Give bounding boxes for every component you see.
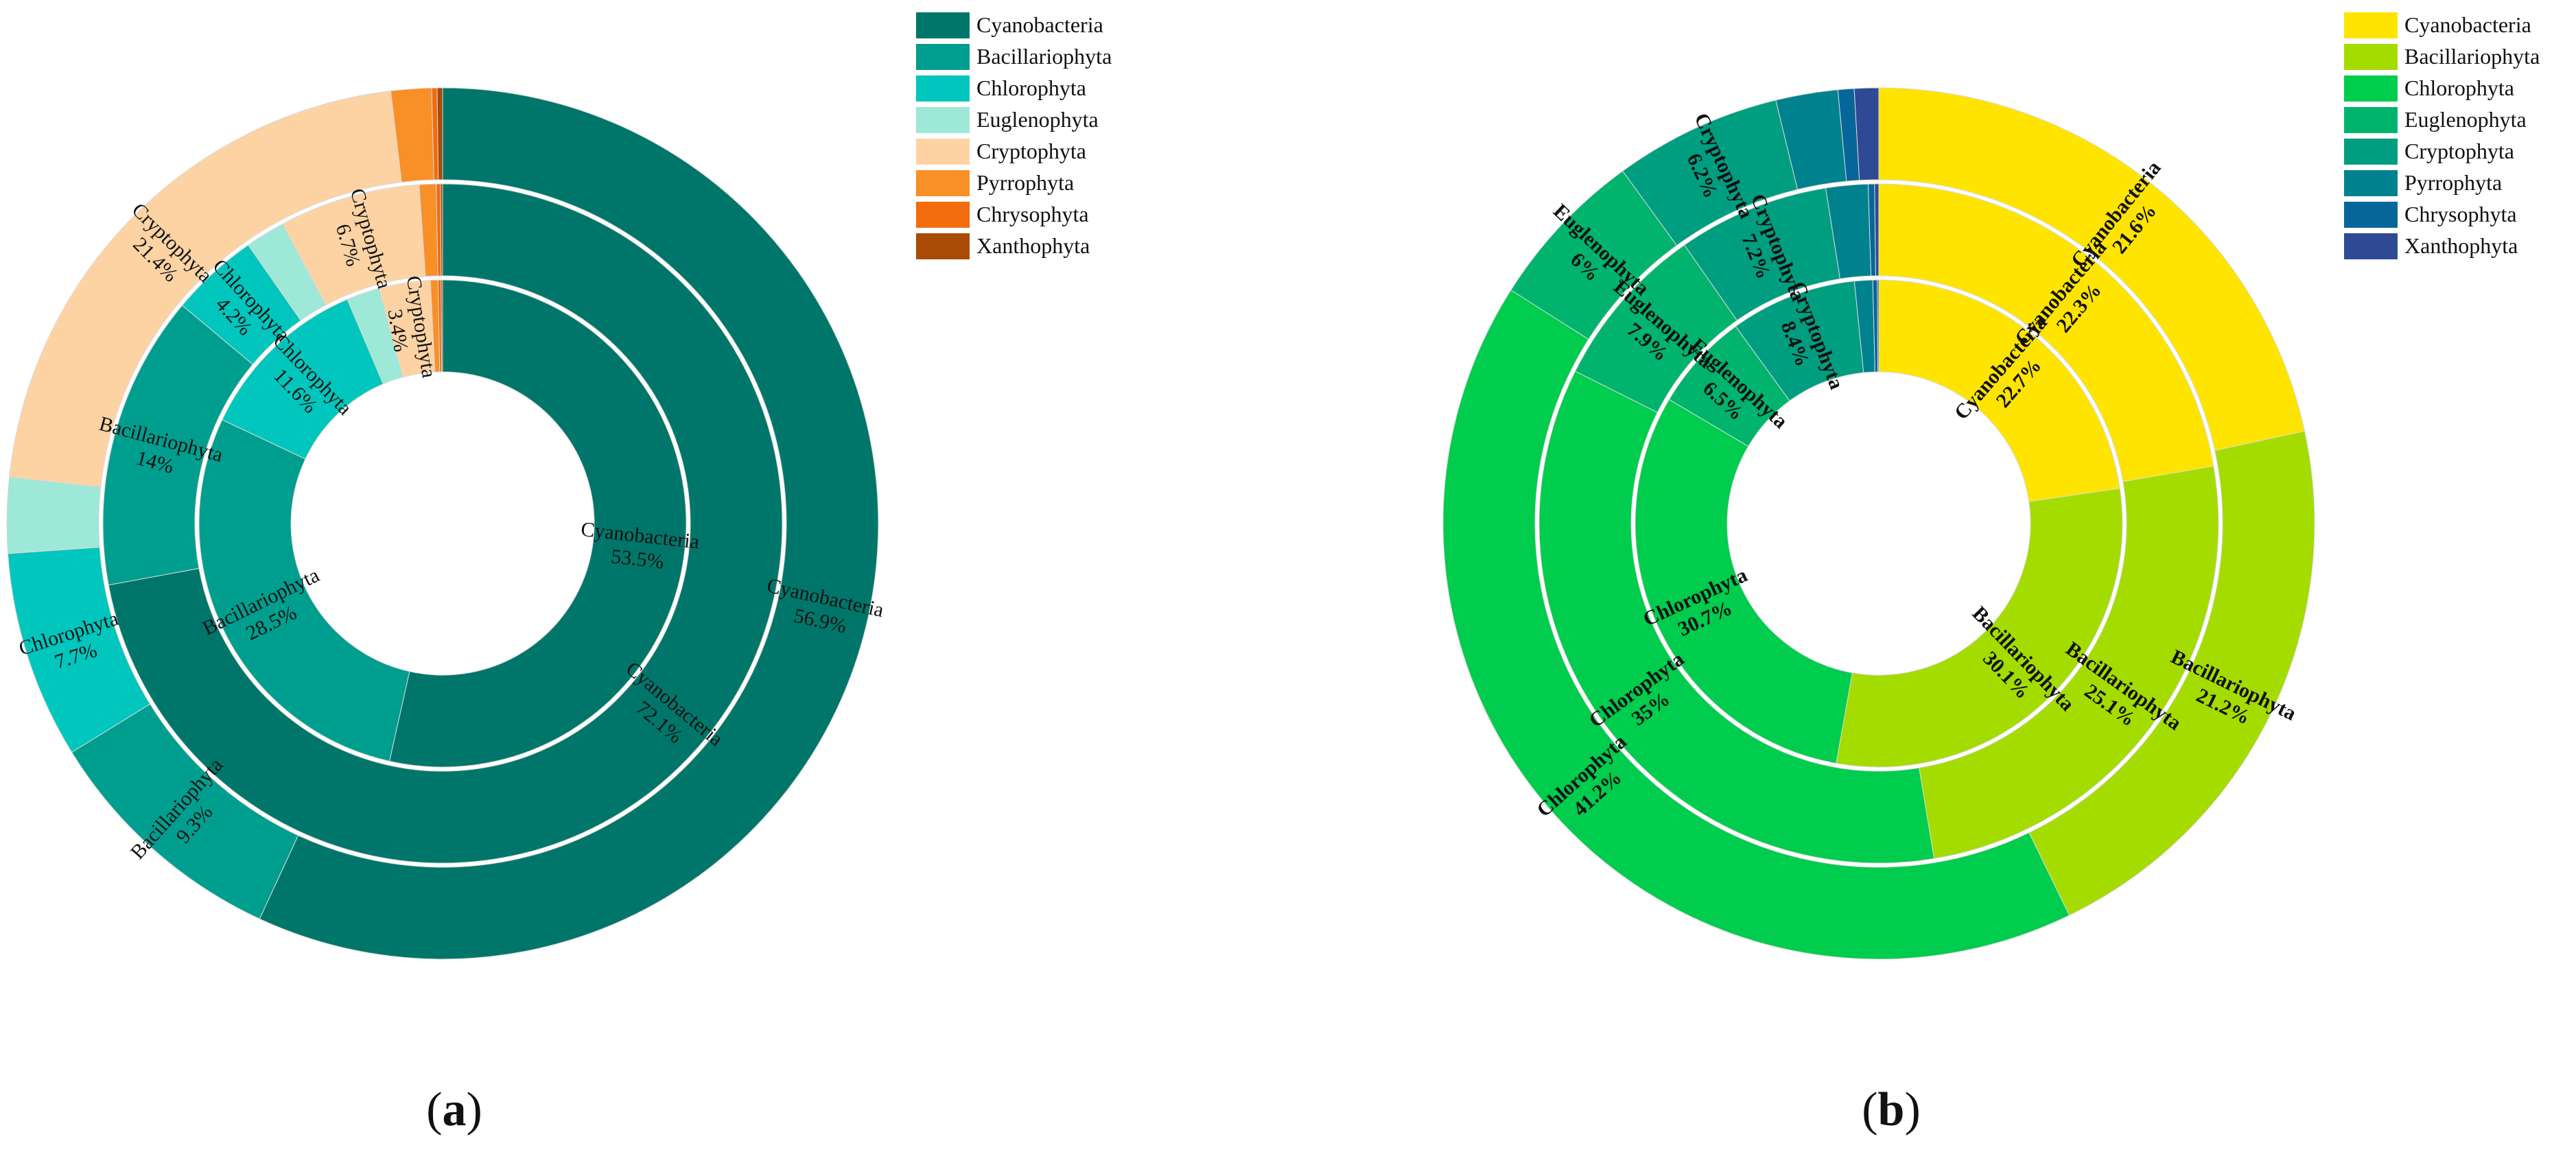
panel-a-legend-item-cyanobacteria: Cyanobacteria xyxy=(916,12,1103,38)
panel-a-outer-ring-euglenophyta-segment xyxy=(6,476,102,554)
panel-b-outer-ring-bacillariophyta-segment xyxy=(2028,430,2315,916)
panel-b-legend-item-cyanobacteria: Cyanobacteria xyxy=(2344,12,2531,38)
panel-a-caption-letter: a xyxy=(443,1083,467,1136)
panel-a-legend-item-chlorophyta: Chlorophyta xyxy=(916,75,1086,102)
panel-b-legend-item-chlorophyta: Chlorophyta xyxy=(2344,75,2514,102)
legend-label: Chrysophyta xyxy=(2404,202,2517,226)
legend-swatch xyxy=(2344,202,2398,228)
panel-b-inner-ring-bacillariophyta-segment xyxy=(1836,488,2123,768)
legend-label: Bacillariophyta xyxy=(2404,44,2540,69)
legend-swatch xyxy=(916,170,970,196)
legend-swatch xyxy=(916,75,970,102)
legend-swatch xyxy=(2344,170,2398,196)
legend-label: Chrysophyta xyxy=(976,202,1089,226)
panel-b-middle-ring-bacillariophyta-segment xyxy=(1919,465,2219,859)
panel-b-legend-item-pyrrophyta: Pyrrophyta xyxy=(2344,170,2502,196)
panel-b-inner-ring-cyanobacteria-segment xyxy=(1878,279,2120,502)
panel-a-legend-item-pyrrophyta: Pyrrophyta xyxy=(916,170,1074,196)
legend-label: Cryptophyta xyxy=(2404,139,2514,163)
legend-swatch xyxy=(2344,233,2398,259)
panel-b-chart: Cyanobacteria22.7%Bacillariophyta30.1%Ch… xyxy=(1442,87,2315,960)
panel-b-middle-ring-xanthophyta-segment xyxy=(1874,183,1880,276)
panel-b-inner-ring-chlorophyta-segment xyxy=(1635,399,1853,764)
panel-b-outer-ring-chlorophyta-segment xyxy=(1442,290,2070,960)
panel-a-rings xyxy=(6,87,879,960)
panel-a-outer-ring-xanthophyta-segment xyxy=(436,87,443,180)
panel-a-inner-ring-cyanobacteria-segment xyxy=(388,279,687,768)
panel-a-legend-item-euglenophyta: Euglenophyta xyxy=(916,107,1099,133)
legend-label: Chlorophyta xyxy=(976,75,1086,100)
panel-a-legend-item-chrysophyta: Chrysophyta xyxy=(916,202,1089,228)
legend-label: Cryptophyta xyxy=(976,139,1086,163)
legend-label: Cyanobacteria xyxy=(976,12,1103,37)
legend-label: Xanthophyta xyxy=(2404,233,2518,258)
panel-a-legend-item-bacillariophyta: Bacillariophyta xyxy=(916,44,1112,70)
legend-label: Pyrrophyta xyxy=(2404,170,2502,195)
legend-label: Xanthophyta xyxy=(976,233,1090,258)
legend-swatch xyxy=(2344,12,2398,38)
legend-swatch xyxy=(916,12,970,38)
panel-b-legend: Cyanobacteria Bacillariophyta Chlorophyta E… xyxy=(2344,12,2540,259)
legend-swatch xyxy=(2344,139,2398,165)
panel-a-middle-ring-xanthophyta-segment xyxy=(440,183,443,276)
legend-label: Euglenophyta xyxy=(2404,107,2527,132)
panel-a-legend: Cyanobacteria Bacillariophyta Chlorophyta E… xyxy=(916,12,1112,259)
legend-swatch xyxy=(2344,44,2398,70)
legend-swatch xyxy=(2344,107,2398,133)
panel-b-outer-ring-cyanobacteria-segment xyxy=(1878,87,2306,451)
panel-a-middle-ring-cyanobacteria-segment xyxy=(108,183,783,864)
panel-a-legend-item-cryptophyta: Cryptophyta xyxy=(916,139,1086,165)
legend-label: Chlorophyta xyxy=(2404,75,2514,100)
panel-b-legend-item-bacillariophyta: Bacillariophyta xyxy=(2344,44,2540,70)
legend-swatch xyxy=(916,139,970,165)
panel-b-legend-item-xanthophyta: Xanthophyta xyxy=(2344,233,2518,259)
panel-b-caption-letter: b xyxy=(1878,1083,1905,1136)
panel-a-outer-ring-cryptophyta-segment xyxy=(9,90,402,488)
panel-a-inner-ring-bacillariophyta-segment xyxy=(198,419,410,762)
panel-b-legend-item-euglenophyta: Euglenophyta xyxy=(2344,107,2527,133)
panel-a-outer-ring-cyanobacteria-segment xyxy=(259,87,879,960)
legend-label: Cyanobacteria xyxy=(2404,12,2531,37)
panel-a-chart: Cyanobacteria53.5%Bacillariophyta28.5%Ch… xyxy=(6,87,886,960)
panel-b-middle-ring-chlorophyta-segment xyxy=(1538,370,1935,864)
panel-b-middle-ring-cyanobacteria-segment xyxy=(1878,183,2214,482)
legend-label: Euglenophyta xyxy=(976,107,1099,132)
legend-swatch xyxy=(916,202,970,228)
panel-a-caption: (a) xyxy=(426,1083,482,1136)
panel-b-inner-ring-xanthophyta-segment xyxy=(1877,279,1880,373)
panel-b-legend-item-cryptophyta: Cryptophyta xyxy=(2344,139,2514,165)
panel-a-inner-ring-xanthophyta-segment xyxy=(441,279,443,373)
legend-swatch xyxy=(916,44,970,70)
panel-b-legend-item-chrysophyta: Chrysophyta xyxy=(2344,202,2517,228)
legend-swatch xyxy=(916,107,970,133)
panel-a-legend-item-xanthophyta: Xanthophyta xyxy=(916,233,1090,259)
panel-b-rings xyxy=(1442,87,2315,960)
legend-label: Pyrrophyta xyxy=(976,170,1074,195)
legend-label: Bacillariophyta xyxy=(976,44,1112,69)
legend-swatch xyxy=(916,233,970,259)
panel-b-caption: (b) xyxy=(1862,1083,1921,1136)
panel-b-outer-ring-xanthophyta-segment xyxy=(1853,87,1880,181)
legend-swatch xyxy=(2344,75,2398,102)
